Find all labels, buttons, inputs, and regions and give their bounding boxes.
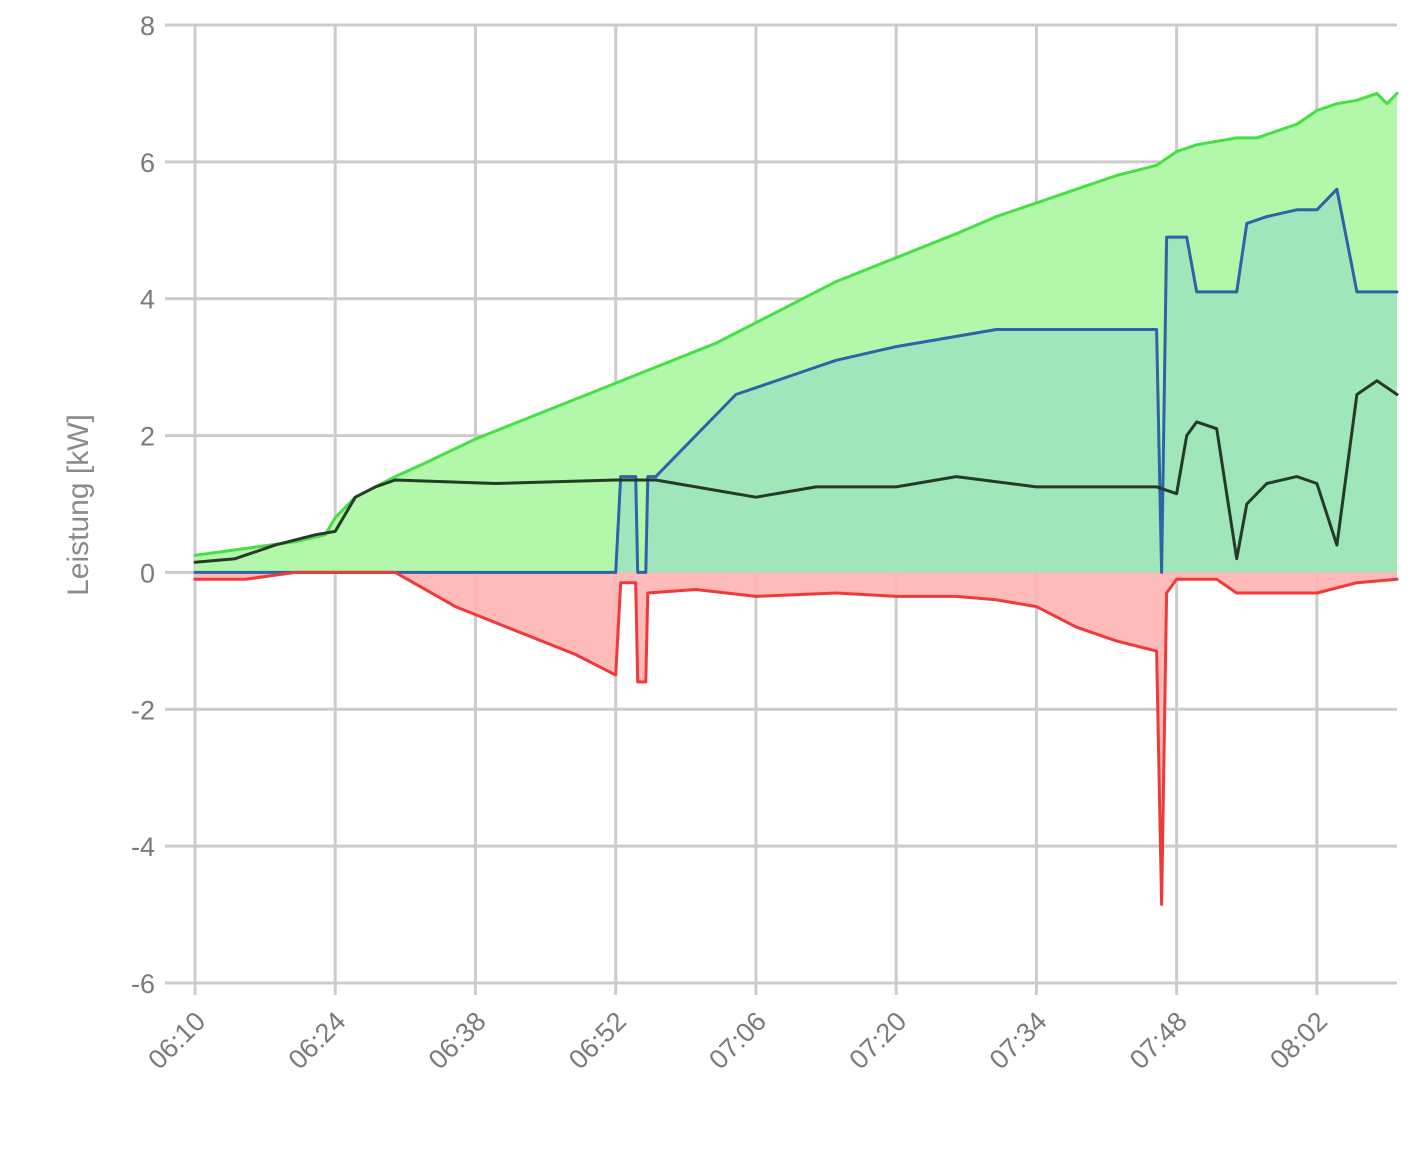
y-axis-label: Leistung [kW] [62,414,95,596]
x-tick-labels: 06:10 06:24 06:38 06:52 07:06 07:20 07:34 07:48… [142,1006,1333,1075]
y-tick-labels: 8 6 4 2 0 -2 -4 -6 [131,11,155,999]
area-layer [195,93,1397,905]
series-4-line [193,570,1399,906]
y-tick-label: 8 [140,11,155,41]
y-tick-label: -6 [131,969,155,999]
y-tick-label: 0 [140,558,155,588]
series-3-line [193,379,1399,564]
x-tick-label: 08:02 [1264,1006,1333,1075]
x-tick-label: 06:24 [282,1006,351,1075]
x-tick-label: 06:52 [563,1006,632,1075]
x-tick-label: 07:06 [703,1006,772,1075]
y-tick-label: -2 [131,695,155,725]
y-tick-label: 2 [140,422,155,452]
x-tick-label: 07:48 [1124,1006,1193,1075]
y-tick-label: 4 [140,285,155,315]
line-layer [193,91,1399,906]
series-2-line [193,187,1399,574]
series-4-area [195,572,1397,905]
y-tick-label: -4 [131,832,155,862]
x-tick-label: 06:10 [142,1006,211,1075]
x-tick-label: 06:38 [423,1006,492,1075]
y-tick-label: 6 [140,148,155,178]
x-tick-label: 07:20 [843,1006,912,1075]
series-2-area [195,189,1397,573]
x-tick-label: 07:34 [984,1006,1053,1075]
